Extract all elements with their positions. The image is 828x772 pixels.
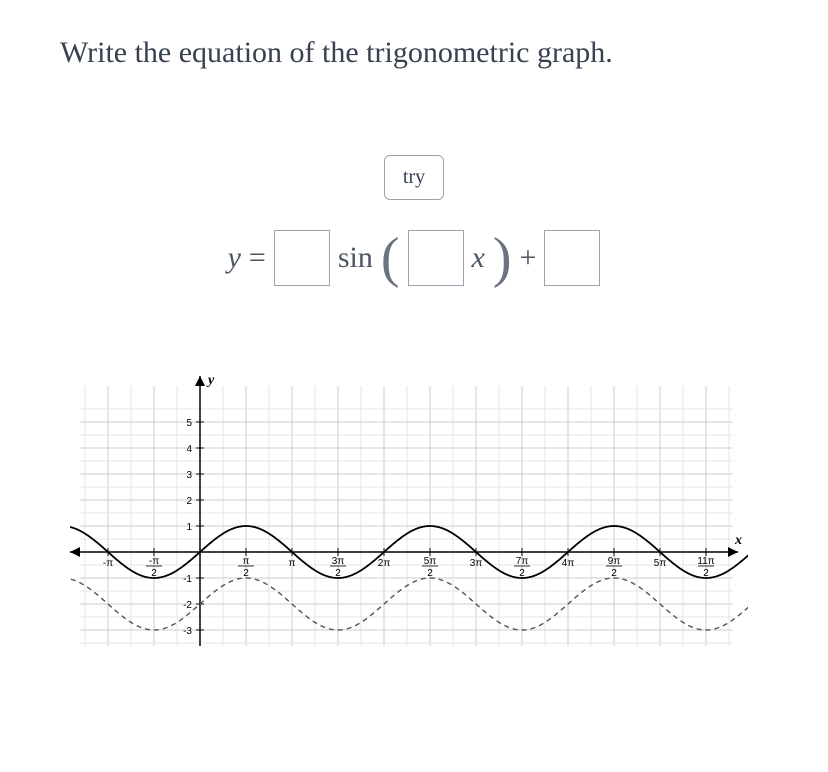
svg-text:4π: 4π xyxy=(562,558,575,569)
svg-text:5π: 5π xyxy=(424,556,437,567)
question-prompt: Write the equation of the trigonometric … xyxy=(60,30,768,75)
svg-text:-π: -π xyxy=(149,556,159,567)
var-y: y xyxy=(228,241,241,275)
svg-text:7π: 7π xyxy=(516,556,529,567)
trig-chart: yx54321-1-2-3-π-π2π2π3π22π5π23π7π24π9π25… xyxy=(40,336,748,646)
svg-text:π: π xyxy=(289,558,296,569)
svg-text:y: y xyxy=(206,373,215,388)
svg-text:4: 4 xyxy=(186,444,192,455)
try-button[interactable]: try xyxy=(384,155,444,200)
svg-text:x: x xyxy=(734,533,742,548)
close-paren: ) xyxy=(493,230,512,286)
open-paren: ( xyxy=(381,230,400,286)
svg-text:9π: 9π xyxy=(608,556,621,567)
frequency-input[interactable] xyxy=(408,230,464,286)
try-row: try xyxy=(60,155,768,200)
svg-text:3: 3 xyxy=(186,470,192,481)
svg-text:-2: -2 xyxy=(183,600,192,611)
plus-sign: + xyxy=(519,241,536,275)
svg-text:2π: 2π xyxy=(378,558,391,569)
svg-text:2: 2 xyxy=(186,496,192,507)
svg-text:5: 5 xyxy=(186,418,192,429)
amplitude-input[interactable] xyxy=(274,230,330,286)
svg-text:5π: 5π xyxy=(654,558,667,569)
var-x: x xyxy=(472,241,485,275)
equation-template: y = sin ( x ) + xyxy=(60,230,768,286)
svg-text:-π: -π xyxy=(103,558,113,569)
svg-text:-3: -3 xyxy=(183,626,192,637)
equals-sign: = xyxy=(249,241,266,275)
svg-text:3π: 3π xyxy=(470,558,483,569)
svg-text:3π: 3π xyxy=(332,556,345,567)
svg-text:π: π xyxy=(243,556,250,567)
sin-label: sin xyxy=(338,241,373,275)
chart-container: yx54321-1-2-3-π-π2π2π3π22π5π23π7π24π9π25… xyxy=(40,336,748,646)
shift-input[interactable] xyxy=(544,230,600,286)
svg-text:1: 1 xyxy=(186,522,192,533)
svg-text:11π: 11π xyxy=(697,556,714,567)
svg-text:-1: -1 xyxy=(183,574,192,585)
